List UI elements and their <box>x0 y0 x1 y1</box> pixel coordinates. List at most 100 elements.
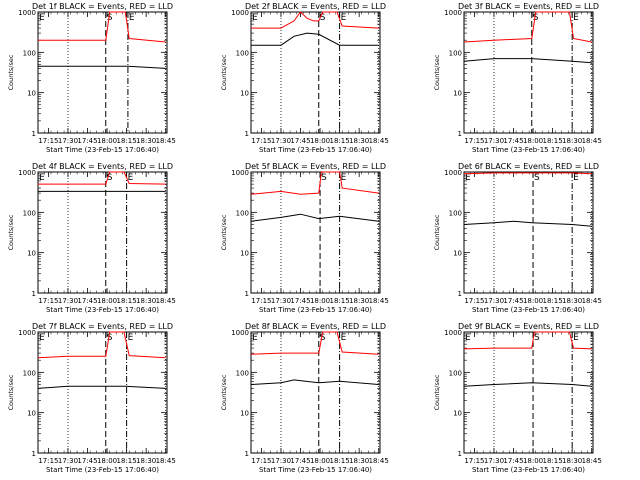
y-axis-label: Counts/sec <box>220 374 228 410</box>
y-tick-label: 100 <box>449 369 462 377</box>
chart-panel-4: Det 4f BLACK = Events, RED = LLD 1 10 100 10… <box>7 162 176 314</box>
chart-panel-2: Det 2f BLACK = Events, RED = LLD 1 10 100 10… <box>220 2 389 154</box>
marker-label: S <box>320 333 326 343</box>
y-tick-label: 100 <box>236 369 249 377</box>
x-tick-label: 17:45 <box>503 297 523 305</box>
y-tick-label: 100 <box>236 209 249 217</box>
chart-panel-6: Det 6f BLACK = Events, RED = LLD 1 10 100 10… <box>433 162 602 314</box>
plot-frame <box>463 171 594 294</box>
y-tick-label: 1000 <box>444 329 462 337</box>
x-tick-label: 18:00 <box>97 457 117 465</box>
x-tick-label: 17:30 <box>58 137 78 145</box>
y-tick-label: 10 <box>453 250 462 258</box>
x-axis-label: Start Time (23-Feb-15 17:06:40) <box>259 466 372 474</box>
x-tick-label: 18:30 <box>349 297 369 305</box>
x-tick-label: 18:45 <box>582 457 602 465</box>
x-tick-label: 17:30 <box>58 457 78 465</box>
x-tick-label: 17:30 <box>484 297 504 305</box>
x-tick-label: 18:15 <box>330 457 350 465</box>
y-tick-label: 1 <box>458 450 462 458</box>
marker-label: S <box>107 173 113 183</box>
x-tick-label: 17:30 <box>271 457 291 465</box>
x-tick-label: 18:45 <box>156 457 176 465</box>
marker-label: E <box>39 173 45 183</box>
series-events-line <box>250 379 379 385</box>
x-tick-label: 18:00 <box>310 137 330 145</box>
x-tick-label: 18:15 <box>330 297 350 305</box>
x-tick-label: 18:00 <box>97 297 117 305</box>
x-tick-label: 17:30 <box>484 137 504 145</box>
series-events-line <box>463 382 592 387</box>
y-tick-label: 10 <box>240 90 249 98</box>
x-tick-label: 18:45 <box>369 297 389 305</box>
marker-label: S <box>533 13 539 23</box>
y-axis-label: Counts/sec <box>7 374 15 410</box>
chart-title: Det 2f BLACK = Events, RED = LLD <box>245 2 386 11</box>
y-tick-label: 10 <box>453 410 462 418</box>
y-tick-label: 1 <box>32 130 36 138</box>
x-tick-label: 18:30 <box>136 457 156 465</box>
marker-label: S <box>321 173 327 183</box>
y-axis-label: Counts/sec <box>433 374 441 410</box>
x-axis-label: Start Time (23-Feb-15 17:06:40) <box>46 466 159 474</box>
x-tick-label: 18:15 <box>117 457 137 465</box>
x-tick-label: 18:45 <box>369 137 389 145</box>
plot-frame <box>250 331 381 454</box>
series-lld-line <box>38 11 166 43</box>
x-tick-label: 17:45 <box>503 137 523 145</box>
marker-label: S <box>534 333 540 343</box>
marker-label: E <box>573 333 579 343</box>
y-tick-label: 1 <box>245 450 249 458</box>
y-axis-label: Counts/sec <box>220 214 228 250</box>
y-tick-label: 10 <box>453 90 462 98</box>
marker-label: E <box>341 13 347 23</box>
x-tick-label: 18:45 <box>369 457 389 465</box>
y-tick-label: 10 <box>240 250 249 258</box>
chart-title: Det 9f BLACK = Events, RED = LLD <box>458 322 599 331</box>
series-events-line <box>463 220 592 227</box>
x-tick-label: 18:30 <box>349 137 369 145</box>
y-tick-label: 1 <box>245 290 249 298</box>
x-tick-label: 18:45 <box>582 297 602 305</box>
y-tick-label: 10 <box>27 250 36 258</box>
marker-label: E <box>465 173 471 183</box>
y-tick-label: 1 <box>245 130 249 138</box>
x-tick-label: 18:00 <box>523 297 543 305</box>
plot-frame <box>463 11 594 134</box>
series-lld-line <box>250 331 379 355</box>
y-axis-label: Counts/sec <box>433 54 441 90</box>
chart-panel-9: Det 9f BLACK = Events, RED = LLD 1 10 100 10… <box>433 322 602 474</box>
y-tick-label: 100 <box>23 209 36 217</box>
series-lld-line <box>463 11 592 43</box>
series-events-line <box>463 58 592 64</box>
chart-panel-8: Det 8f BLACK = Events, RED = LLD 1 10 100 10… <box>220 322 389 474</box>
plot-frame <box>37 171 168 294</box>
y-tick-label: 1 <box>458 130 462 138</box>
x-axis-label: Start Time (23-Feb-15 17:06:40) <box>46 306 159 314</box>
series-lld-line <box>38 171 166 185</box>
x-tick-label: 18:00 <box>523 137 543 145</box>
y-tick-label: 10 <box>240 410 249 418</box>
x-tick-label: 17:30 <box>484 457 504 465</box>
plot-frame <box>463 331 594 454</box>
x-tick-label: 18:30 <box>349 457 369 465</box>
chart-title: Det 7f BLACK = Events, RED = LLD <box>32 322 173 331</box>
x-tick-label: 17:15 <box>38 457 58 465</box>
y-tick-label: 100 <box>23 369 36 377</box>
x-tick-label: 18:00 <box>97 137 117 145</box>
chart-title: Det 3f BLACK = Events, RED = LLD <box>458 2 599 11</box>
x-tick-label: 17:15 <box>251 137 271 145</box>
x-tick-label: 17:45 <box>290 457 310 465</box>
x-tick-label: 17:30 <box>271 137 291 145</box>
y-tick-label: 100 <box>449 209 462 217</box>
x-tick-label: 17:30 <box>271 297 291 305</box>
x-tick-label: 17:45 <box>77 297 97 305</box>
chart-title: Det 8f BLACK = Events, RED = LLD <box>245 322 386 331</box>
marker-label: E <box>341 173 347 183</box>
chart-title: Det 6f BLACK = Events, RED = LLD <box>458 162 599 171</box>
x-tick-label: 17:30 <box>58 297 78 305</box>
chart-title: Det 1f BLACK = Events, RED = LLD <box>32 2 173 11</box>
x-tick-label: 17:45 <box>77 457 97 465</box>
y-tick-label: 100 <box>23 49 36 57</box>
